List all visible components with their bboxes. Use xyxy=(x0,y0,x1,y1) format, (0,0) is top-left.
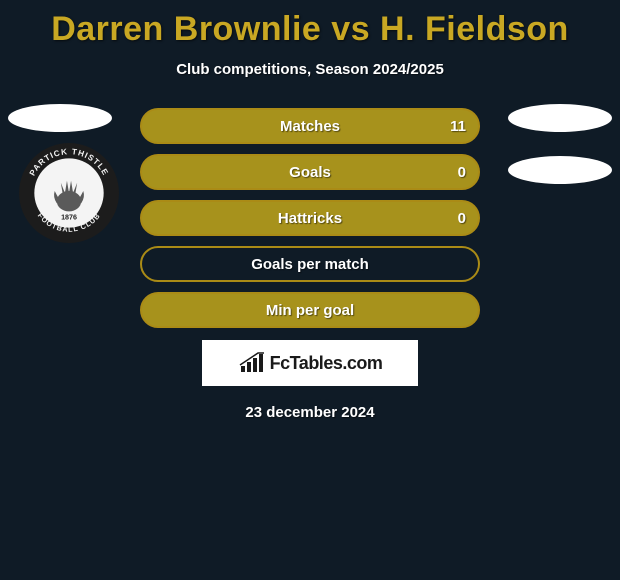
brand-text: FcTables.com xyxy=(270,353,383,374)
player-right-ellipse-2 xyxy=(508,156,612,184)
stat-bars: Matches 11 Goals 0 Hattricks 0 Goals per… xyxy=(140,108,480,328)
page-title: Darren Brownlie vs H. Fieldson xyxy=(0,0,620,49)
stat-label: Hattricks xyxy=(278,210,342,227)
player-right-ellipse-1 xyxy=(508,104,612,132)
club-badge: PARTICK THISTLE FOOTBALL CLUB 1876 xyxy=(18,142,120,244)
comparison-content: PARTICK THISTLE FOOTBALL CLUB 1876 Match… xyxy=(0,108,620,421)
stat-label: Matches xyxy=(280,118,340,135)
stat-bar-hattricks: Hattricks 0 xyxy=(140,200,480,236)
subtitle: Club competitions, Season 2024/2025 xyxy=(0,61,620,78)
brand-box: FcTables.com xyxy=(202,340,418,386)
stat-bar-matches: Matches 11 xyxy=(140,108,480,144)
stat-label: Min per goal xyxy=(266,302,354,319)
stat-right-value: 11 xyxy=(450,118,466,135)
player-left-ellipse xyxy=(8,104,112,132)
badge-year: 1876 xyxy=(61,214,77,222)
stat-bar-goals: Goals 0 xyxy=(140,154,480,190)
stat-label: Goals xyxy=(289,164,331,181)
stat-right-value: 0 xyxy=(458,210,466,227)
date-text: 23 december 2024 xyxy=(0,404,620,421)
chart-icon xyxy=(238,352,266,374)
stat-label: Goals per match xyxy=(251,256,369,273)
stat-bar-min-per-goal: Min per goal xyxy=(140,292,480,328)
stat-bar-goals-per-match: Goals per match xyxy=(140,246,480,282)
stat-right-value: 0 xyxy=(458,164,466,181)
